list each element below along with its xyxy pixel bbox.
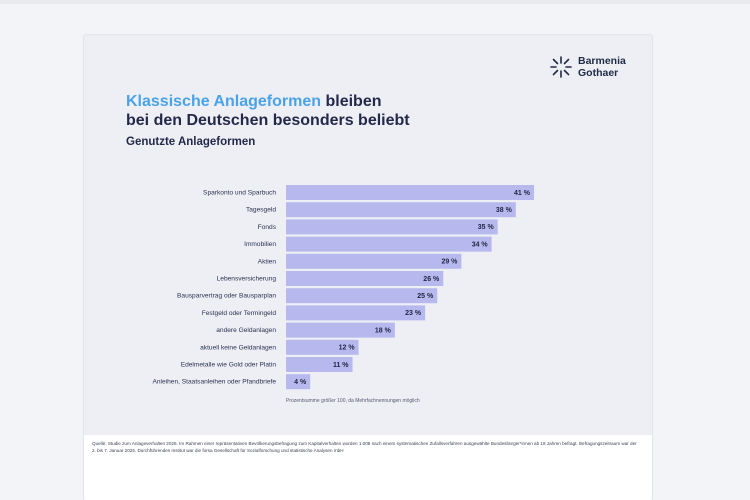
title-line-2: bei den Deutschen besonders beliebt bbox=[126, 112, 410, 129]
chart-title: Genutzte Anlageformen bbox=[126, 136, 256, 148]
bar-chart: Sparkonto und Sparbuch 41 % Tagesgeld 38 % F… bbox=[152, 185, 534, 390]
bar bbox=[286, 322, 395, 338]
bar bbox=[286, 271, 444, 286]
value-label: 26 % bbox=[423, 276, 440, 283]
bar bbox=[286, 305, 426, 321]
starburst-logo-icon bbox=[550, 56, 572, 78]
value-label: 25 % bbox=[417, 293, 434, 300]
page-title: Klassische Anlageformen bleiben bei den … bbox=[126, 92, 410, 130]
category-label: Bausparvertrag oder Bausparplan bbox=[177, 293, 276, 300]
brand-name-line1: Barmenia bbox=[578, 55, 626, 67]
brand-logo: Barmenia Gothaer bbox=[550, 54, 640, 82]
title-line-1: Klassische Anlageformen bleiben bbox=[126, 92, 410, 111]
bar bbox=[286, 288, 438, 304]
brand-name-line2: Gothaer bbox=[578, 66, 619, 79]
source-footer: Quelle: Studie zum Anlageverhalten 2026.… bbox=[84, 435, 652, 500]
category-label: Lebensversicherung bbox=[217, 276, 277, 283]
value-label: 38 % bbox=[496, 207, 513, 214]
infographic-card: Barmenia Gothaer Klassische Anlageformen… bbox=[84, 35, 652, 500]
brand-name: Barmenia Gothaer bbox=[578, 55, 626, 79]
category-label: Immobilien bbox=[244, 241, 276, 248]
category-label: Festgeld oder Termingeld bbox=[202, 310, 277, 317]
value-label: 23 % bbox=[405, 310, 422, 317]
value-label: 29 % bbox=[441, 259, 458, 266]
value-label: 34 % bbox=[472, 241, 489, 248]
category-label: Sparkonto und Sparbuch bbox=[203, 190, 276, 197]
bar bbox=[286, 236, 492, 252]
bar bbox=[286, 357, 353, 372]
value-label: 35 % bbox=[478, 224, 495, 231]
category-label: Anleihen, Staatsanleihen oder Pfandbrief… bbox=[152, 379, 276, 386]
title-accent: Klassische Anlageformen bbox=[126, 93, 322, 110]
title-rest: bleiben bbox=[321, 93, 382, 110]
value-label: 4 % bbox=[294, 379, 307, 386]
chart-note: Prozentsumme größer 100, da Mehrfachnenn… bbox=[286, 398, 420, 404]
value-label: 18 % bbox=[375, 327, 392, 334]
bar bbox=[286, 219, 498, 235]
value-label: 11 % bbox=[333, 362, 349, 369]
bar bbox=[286, 339, 359, 355]
value-label: 12 % bbox=[339, 345, 356, 352]
category-label: Edelmetalle wie Gold oder Platin bbox=[181, 362, 277, 369]
bar bbox=[286, 253, 462, 269]
bar bbox=[286, 185, 534, 200]
category-label: Tagesgeld bbox=[246, 207, 276, 214]
category-label: aktuell keine Geldanlagen bbox=[200, 344, 276, 351]
category-label: Aktien bbox=[258, 258, 277, 265]
bar bbox=[286, 374, 311, 390]
source-text: Quelle: Studie zum Anlageverhalten 2026.… bbox=[92, 441, 637, 453]
browser-top-bar bbox=[0, 0, 750, 4]
category-label: andere Geldanlagen bbox=[216, 327, 276, 334]
category-label: Fonds bbox=[258, 224, 277, 231]
value-label: 41 % bbox=[514, 190, 531, 197]
bar bbox=[286, 202, 516, 218]
